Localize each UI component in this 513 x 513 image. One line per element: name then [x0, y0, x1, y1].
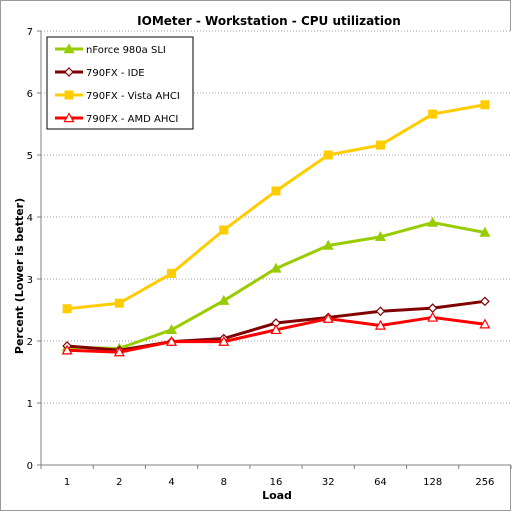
data-point — [63, 43, 75, 54]
data-point — [219, 225, 229, 235]
data-point — [427, 311, 439, 322]
x-tick-label: 16 — [270, 477, 283, 488]
y-tick-label: 5 — [27, 151, 33, 162]
x-tick-label: 2 — [116, 477, 122, 488]
data-point — [64, 90, 74, 100]
y-tick-label: 0 — [27, 461, 33, 472]
y-tick-label: 2 — [27, 337, 33, 348]
data-point — [62, 304, 72, 314]
data-point — [270, 324, 282, 335]
legend-entry: nForce 980a SLI — [55, 43, 166, 56]
x-tick-label: 1 — [64, 477, 70, 488]
chart-title: IOMeter - Workstation - CPU utilization — [137, 14, 401, 28]
legend-entry: 790FX - IDE — [55, 67, 145, 79]
data-point — [375, 140, 385, 150]
data-point — [167, 268, 177, 278]
data-point — [480, 296, 490, 307]
data-point — [480, 100, 490, 110]
x-axis-label: Load — [262, 489, 292, 502]
data-point — [375, 306, 386, 317]
data-point — [166, 324, 178, 335]
x-tick-label: 32 — [322, 477, 335, 488]
data-point — [374, 231, 386, 242]
x-tick-label: 8 — [221, 477, 227, 488]
y-tick-label: 3 — [27, 275, 33, 286]
y-tick-label: 4 — [27, 213, 33, 224]
data-point — [428, 109, 438, 119]
data-point — [479, 226, 491, 237]
x-tick-label: 64 — [374, 477, 387, 488]
series-3 — [61, 311, 491, 357]
data-point — [166, 335, 178, 346]
legend-label: nForce 980a SLI — [86, 45, 166, 56]
data-point — [218, 294, 230, 305]
legend-label: 790FX - AMD AHCI — [86, 114, 178, 125]
data-point — [322, 312, 334, 323]
data-point — [64, 67, 74, 77]
data-point — [218, 335, 230, 346]
data-point — [427, 216, 439, 227]
data-point — [114, 298, 124, 308]
data-point — [374, 319, 386, 330]
data-point — [271, 186, 281, 196]
legend-entry: 790FX - AMD AHCI — [55, 112, 178, 125]
data-point — [113, 346, 125, 357]
x-tick-label: 4 — [168, 477, 174, 488]
series-2 — [62, 100, 490, 314]
legend-entry: 790FX - Vista AHCI — [55, 90, 180, 102]
legend: nForce 980a SLI 790FX - IDE 790FX - Vista … — [46, 36, 194, 130]
legend-label: 790FX - IDE — [86, 68, 145, 79]
data-point — [61, 344, 73, 355]
y-tick-label: 6 — [27, 89, 33, 100]
x-tick-label: 128 — [423, 477, 442, 488]
data-point — [63, 112, 75, 123]
x-tick-label: 256 — [475, 477, 494, 488]
y-tick-label: 7 — [27, 27, 33, 38]
data-point — [479, 318, 491, 329]
y-axis-label: Percent (Lower is better) — [13, 198, 26, 354]
y-tick-label: 1 — [27, 399, 33, 410]
data-point — [322, 239, 334, 250]
legend-label: 790FX - Vista AHCI — [86, 91, 180, 102]
data-point — [270, 262, 282, 273]
data-point — [323, 150, 333, 160]
